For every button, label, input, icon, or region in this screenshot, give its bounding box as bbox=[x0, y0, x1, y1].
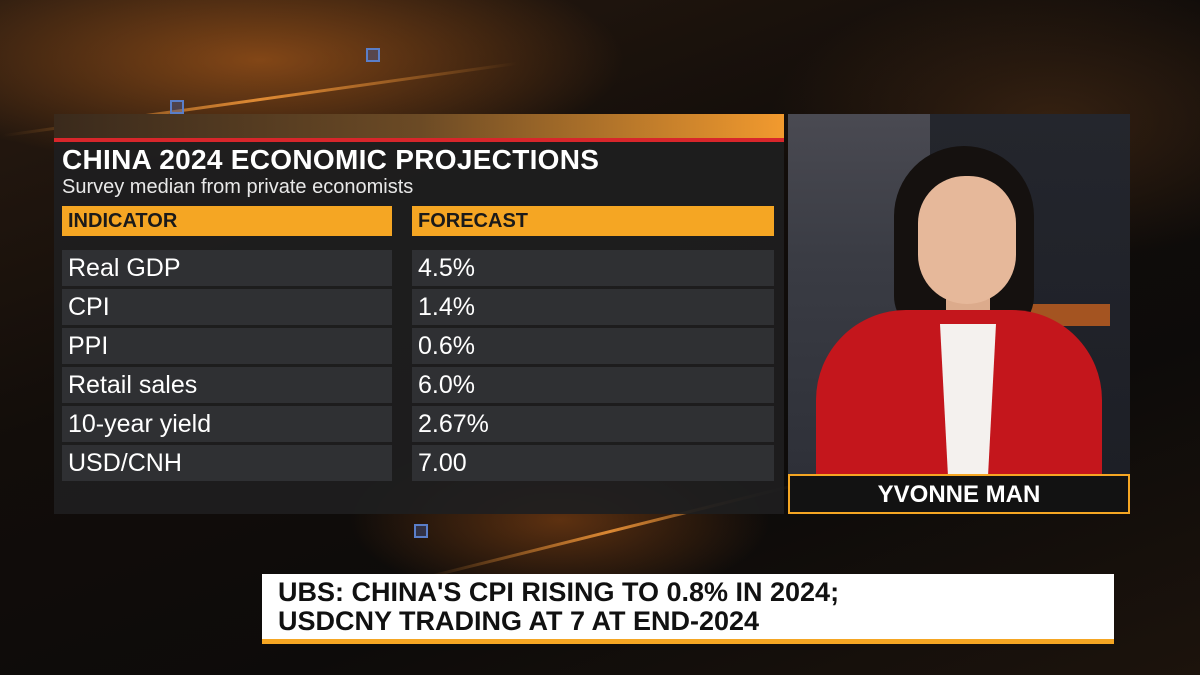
headline-line-1: UBS: CHINA'S CPI RISING TO 0.8% IN 2024; bbox=[278, 577, 840, 607]
presenter-name-plate: YVONNE MAN bbox=[788, 474, 1130, 514]
background-square-decoration bbox=[170, 100, 184, 114]
indicator-cell: Real GDP bbox=[62, 250, 392, 286]
table-row: 10-year yield 2.67% bbox=[62, 406, 774, 442]
forecast-cell: 4.5% bbox=[412, 250, 774, 286]
table-row: Retail sales 6.0% bbox=[62, 367, 774, 403]
background-square-decoration bbox=[366, 48, 380, 62]
indicator-cell: Retail sales bbox=[62, 367, 392, 403]
forecast-column-header: FORECAST bbox=[412, 206, 774, 236]
lower-third-headline: UBS: CHINA'S CPI RISING TO 0.8% IN 2024;… bbox=[262, 574, 1114, 644]
indicator-cell: 10-year yield bbox=[62, 406, 392, 442]
indicator-cell: USD/CNH bbox=[62, 445, 392, 481]
panel-subtitle: Survey median from private economists bbox=[62, 176, 414, 198]
presenter-video bbox=[788, 114, 1130, 476]
forecast-cell: 1.4% bbox=[412, 289, 774, 325]
forecast-cell: 6.0% bbox=[412, 367, 774, 403]
headline-line-2: USDCNY TRADING AT 7 AT END-2024 bbox=[278, 606, 760, 636]
table-row: USD/CNH 7.00 bbox=[62, 445, 774, 481]
indicator-cell: CPI bbox=[62, 289, 392, 325]
background-square-decoration bbox=[414, 524, 428, 538]
forecast-cell: 0.6% bbox=[412, 328, 774, 364]
indicator-column-header: INDICATOR bbox=[62, 206, 392, 236]
forecast-cell: 2.67% bbox=[412, 406, 774, 442]
projections-panel: CHINA 2024 ECONOMIC PROJECTIONS Survey m… bbox=[54, 114, 784, 514]
table-row: Real GDP 4.5% bbox=[62, 250, 774, 286]
table-row: PPI 0.6% bbox=[62, 328, 774, 364]
panel-title: CHINA 2024 ECONOMIC PROJECTIONS bbox=[62, 144, 600, 175]
indicator-cell: PPI bbox=[62, 328, 392, 364]
forecast-cell: 7.00 bbox=[412, 445, 774, 481]
presenter-shirt bbox=[940, 324, 996, 476]
panel-title-rule bbox=[54, 138, 784, 142]
presenter-face bbox=[918, 176, 1016, 304]
table-row: CPI 1.4% bbox=[62, 289, 774, 325]
panel-top-bar bbox=[54, 114, 784, 138]
